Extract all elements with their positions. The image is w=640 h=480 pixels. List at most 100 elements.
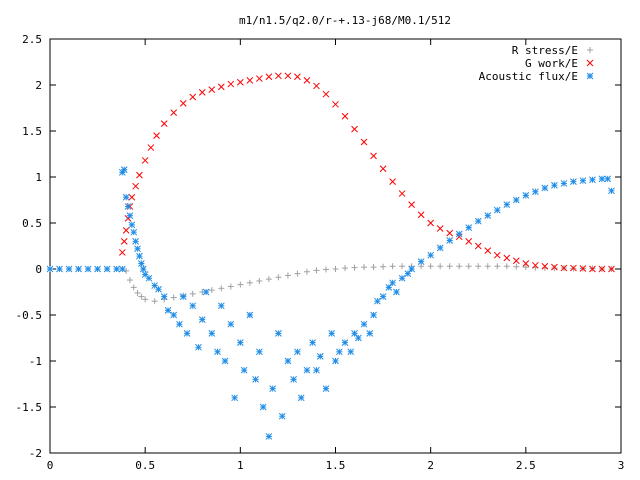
data-point [122, 193, 130, 201]
data-point [560, 264, 568, 272]
data-point [522, 264, 529, 271]
data-point [503, 263, 510, 270]
data-point [130, 228, 138, 236]
data-point [227, 283, 234, 290]
data-point [341, 339, 349, 346]
data-point [118, 265, 126, 273]
data-point [284, 357, 292, 365]
data-point [389, 178, 396, 185]
data-point [341, 112, 349, 120]
y-tick-label: 0.5 [22, 217, 42, 230]
series-1 [118, 72, 615, 273]
data-point [237, 281, 244, 288]
data-point [138, 260, 145, 267]
data-point [512, 257, 520, 265]
data-point [322, 385, 330, 392]
data-point [231, 394, 238, 402]
data-point [139, 265, 147, 273]
data-point [427, 219, 435, 227]
data-point [342, 265, 349, 272]
data-point [456, 263, 463, 270]
data-point [236, 339, 244, 346]
data-point [208, 86, 216, 93]
data-point [541, 262, 549, 270]
data-point [484, 263, 491, 270]
data-point [531, 261, 539, 269]
data-point [379, 165, 387, 173]
data-point [417, 258, 425, 265]
data-point [361, 264, 368, 271]
data-point [551, 265, 558, 272]
data-point [531, 188, 539, 196]
data-point [189, 302, 197, 310]
data-point [256, 75, 263, 82]
legend-marker [587, 47, 593, 53]
data-point [604, 175, 612, 183]
data-point [134, 289, 141, 296]
data-point [313, 267, 320, 274]
data-point [475, 263, 482, 270]
data-point [94, 265, 101, 273]
data-point [398, 274, 406, 282]
x-tick-label: 0.5 [135, 459, 155, 472]
data-point [579, 265, 587, 272]
data-point [522, 260, 530, 267]
data-point [393, 288, 400, 296]
data-point [155, 285, 162, 293]
data-point [313, 366, 320, 374]
series-0 [123, 263, 615, 305]
data-point [275, 274, 282, 281]
data-point [404, 270, 412, 277]
data-point [236, 78, 244, 86]
data-point [252, 376, 259, 383]
y-tick-label: 2 [35, 79, 42, 92]
data-point [170, 109, 178, 116]
data-point [217, 83, 225, 91]
data-point [551, 181, 558, 189]
data-point [560, 180, 568, 187]
data-point [132, 182, 140, 190]
y-tick-label: 1 [35, 171, 42, 184]
data-point [398, 190, 406, 197]
data-point [246, 279, 253, 286]
data-point [513, 263, 520, 270]
x-tick-label: 3 [618, 459, 625, 472]
data-point [570, 178, 577, 185]
data-point [351, 330, 358, 337]
data-point [198, 316, 206, 323]
data-point [122, 227, 130, 234]
data-point [294, 348, 301, 356]
data-point [290, 376, 297, 383]
data-point [332, 357, 339, 365]
data-point [503, 254, 511, 262]
data-point [370, 311, 377, 319]
x-tick-label: 0 [47, 459, 54, 472]
data-point [446, 229, 454, 237]
y-tick-label: 1.5 [22, 125, 42, 138]
data-point [265, 276, 272, 283]
data-point [598, 175, 606, 183]
data-point [360, 320, 368, 328]
data-point [208, 330, 216, 337]
data-point [512, 196, 520, 204]
data-point [370, 152, 377, 160]
data-point [570, 264, 577, 272]
data-point [484, 247, 492, 254]
data-point [128, 193, 136, 201]
data-point [103, 265, 111, 273]
x-tick-label: 1.5 [326, 459, 346, 472]
data-point [214, 348, 221, 356]
data-point [493, 251, 501, 259]
data-point [366, 330, 374, 337]
data-point [322, 266, 329, 273]
data-point [303, 366, 311, 374]
data-point [455, 230, 463, 238]
data-point [465, 238, 473, 245]
data-point [332, 266, 339, 272]
data-point [503, 201, 511, 208]
legend-label: Acoustic flux/E [479, 70, 578, 83]
data-point [551, 263, 558, 271]
data-point [84, 265, 92, 273]
y-tick-label: 0 [35, 263, 42, 276]
data-point [322, 90, 330, 98]
